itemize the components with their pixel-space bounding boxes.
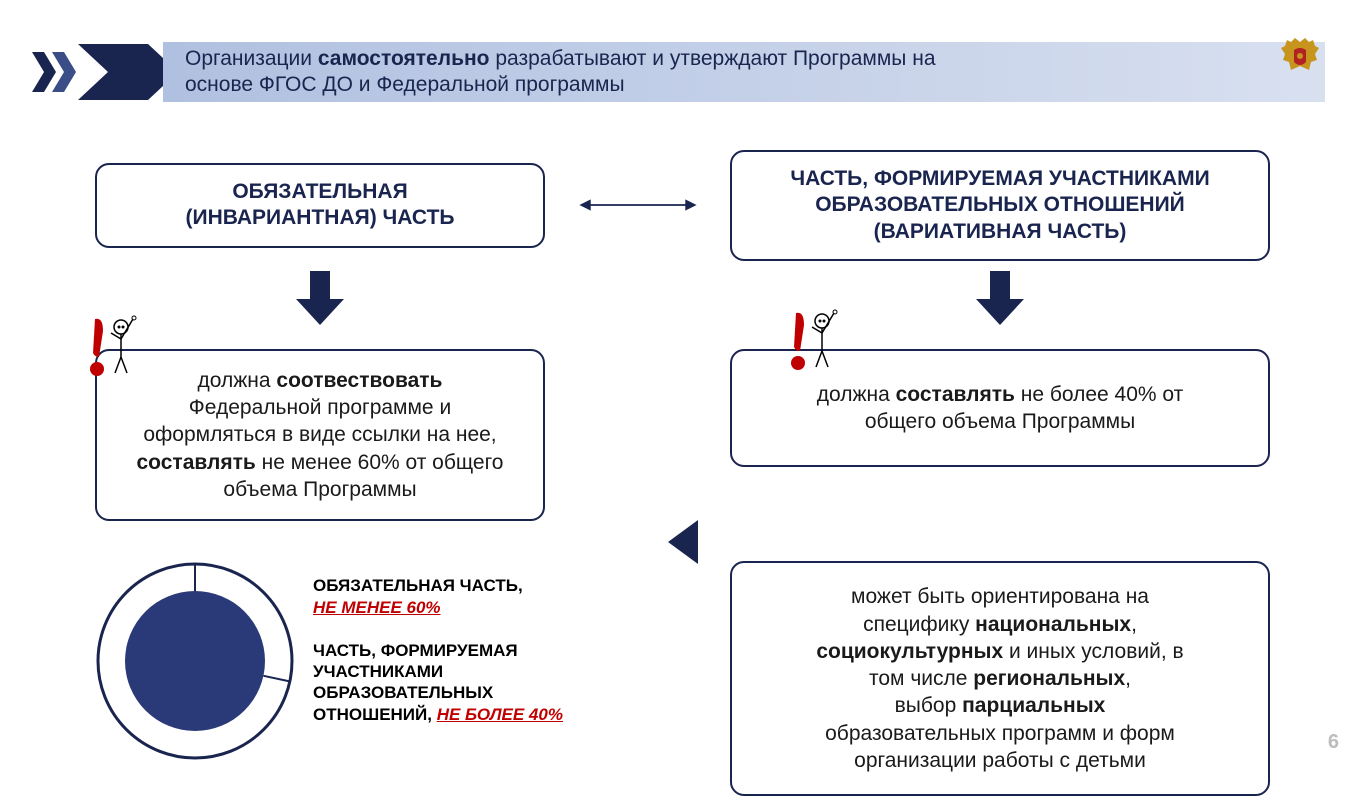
rd-1b: составлять bbox=[896, 383, 1015, 406]
title-row: ОБЯЗАТЕЛЬНАЯ (ИНВАРИАНТНАЯ) ЧАСТЬ ЧАСТЬ,… bbox=[95, 150, 1270, 261]
down-arrow-row bbox=[95, 269, 1270, 329]
header-text-line2: основе ФГОС ДО и Федеральной программы bbox=[185, 73, 625, 96]
header-banner: Организации самостоятельно разрабатывают… bbox=[163, 42, 1325, 102]
down-arrow-left bbox=[95, 269, 545, 329]
right-title-box: ЧАСТЬ, ФОРМИРУЕМАЯ УЧАСТНИКАМИ ОБРАЗОВАТ… bbox=[730, 150, 1270, 261]
page-number: 6 bbox=[1328, 731, 1339, 754]
pie-region: ОБЯЗАТЕЛЬНАЯ ЧАСТЬ, НЕ МЕНЕЕ 60% ЧАСТЬ, … bbox=[95, 561, 575, 761]
rl-2c: , bbox=[1131, 613, 1137, 636]
rl-2a: специфику bbox=[863, 613, 975, 636]
header-text-post: разрабатывают и утверждают Программы на bbox=[490, 47, 936, 70]
header-arrow-icon bbox=[28, 42, 163, 102]
rl-2b: национальных bbox=[975, 613, 1131, 636]
right-title-l1: ЧАСТЬ, ФОРМИРУЕМАЯ УЧАСТНИКАМИ bbox=[752, 166, 1248, 192]
header-text-pre: Организации bbox=[185, 47, 318, 70]
right-title-l3: (ВАРИАТИВНАЯ ЧАСТЬ) bbox=[752, 219, 1248, 245]
ld-1a: должна bbox=[198, 369, 277, 392]
right-desc-wrap: должна составлять не более 40% от общего… bbox=[730, 349, 1270, 468]
left-desc-box: должна соотвествовать Федеральной програ… bbox=[95, 349, 545, 521]
coat-of-arms-icon bbox=[1277, 36, 1323, 82]
desc-row: должна соотвествовать Федеральной програ… bbox=[95, 349, 1270, 521]
right-lower-box: может быть ориентирована на специфику на… bbox=[730, 561, 1270, 796]
ld-4b: не менее 60% от общего bbox=[256, 451, 504, 474]
legend1-label: ОБЯЗАТЕЛЬНАЯ ЧАСТЬ, bbox=[313, 576, 523, 595]
rd-2: общего объема Программы bbox=[754, 408, 1246, 435]
center-pointer-icon bbox=[666, 520, 700, 569]
rd-1a: должна bbox=[817, 383, 896, 406]
ld-3: оформляться в виде ссылки на нее, bbox=[119, 421, 521, 448]
content-area: ОБЯЗАТЕЛЬНАЯ (ИНВАРИАНТНАЯ) ЧАСТЬ ЧАСТЬ,… bbox=[95, 150, 1270, 738]
double-arrow-icon bbox=[578, 193, 698, 217]
right-title-l2: ОБРАЗОВАТЕЛЬНЫХ ОТНОШЕНИЙ bbox=[752, 192, 1248, 218]
rl-4b: региональных bbox=[973, 667, 1125, 690]
left-desc-wrap: должна соотвествовать Федеральной програ… bbox=[95, 349, 545, 521]
rd-1c: не более 40% от bbox=[1015, 383, 1183, 406]
ld-2: Федеральной программе и bbox=[119, 394, 521, 421]
rl-4a: том числе bbox=[869, 667, 973, 690]
rl-1: может быть ориентирована на bbox=[758, 583, 1242, 610]
rl-7: организации работы с детьми bbox=[758, 747, 1242, 774]
header-text-bold: самостоятельно bbox=[318, 47, 490, 70]
ld-1b: соотвествовать bbox=[276, 369, 442, 392]
rl-6: образовательных программ и форм bbox=[758, 720, 1242, 747]
rl-5b: парциальных bbox=[962, 694, 1105, 717]
ld-4a: составлять bbox=[137, 451, 256, 474]
legend2-pct: НЕ БОЛЕЕ 40% bbox=[437, 705, 563, 724]
left-title-l1: ОБЯЗАТЕЛЬНАЯ bbox=[117, 179, 523, 205]
legend-item-1: ОБЯЗАТЕЛЬНАЯ ЧАСТЬ, НЕ МЕНЕЕ 60% bbox=[313, 575, 575, 618]
pie-legend: ОБЯЗАТЕЛЬНАЯ ЧАСТЬ, НЕ МЕНЕЕ 60% ЧАСТЬ, … bbox=[313, 575, 575, 747]
exclamation-icon bbox=[778, 307, 848, 377]
left-title-l2: (ИНВАРИАНТНАЯ) ЧАСТЬ bbox=[117, 205, 523, 231]
rl-4c: , bbox=[1125, 667, 1131, 690]
legend1-pct: НЕ МЕНЕЕ 60% bbox=[313, 598, 441, 617]
ld-5: объема Программы bbox=[119, 476, 521, 503]
legend-item-2: ЧАСТЬ, ФОРМИРУЕМАЯ УЧАСТНИКАМИ ОБРАЗОВАТ… bbox=[313, 640, 575, 725]
rl-5a: выбор bbox=[895, 694, 962, 717]
left-title-box: ОБЯЗАТЕЛЬНАЯ (ИНВАРИАНТНАЯ) ЧАСТЬ bbox=[95, 163, 545, 248]
rl-3a: социокультурных bbox=[816, 640, 1003, 663]
pie-chart bbox=[95, 561, 295, 761]
rl-3b: и иных условий, в bbox=[1003, 640, 1184, 663]
exclamation-icon bbox=[77, 313, 147, 383]
lower-row: ОБЯЗАТЕЛЬНАЯ ЧАСТЬ, НЕ МЕНЕЕ 60% ЧАСТЬ, … bbox=[95, 561, 1270, 796]
header-row: Организации самостоятельно разрабатывают… bbox=[28, 42, 1325, 102]
